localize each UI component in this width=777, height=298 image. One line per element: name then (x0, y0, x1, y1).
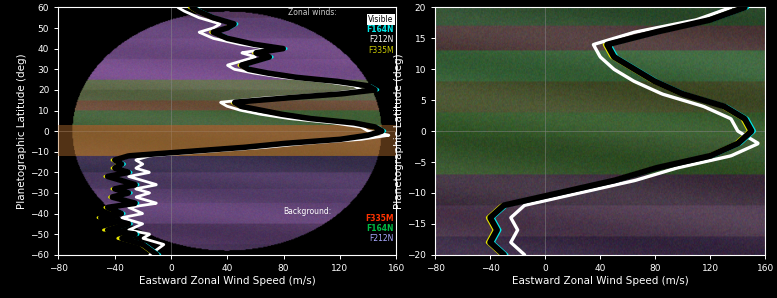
Y-axis label: Planetographic Latitude (deg): Planetographic Latitude (deg) (394, 53, 404, 209)
Text: F164N: F164N (366, 25, 393, 34)
Y-axis label: Planetographic Latitude (deg): Planetographic Latitude (deg) (17, 53, 27, 209)
Text: F212N: F212N (369, 35, 393, 44)
Text: F164N: F164N (366, 224, 393, 233)
Text: F212N: F212N (369, 234, 393, 243)
Text: Zonal winds:: Zonal winds: (287, 8, 336, 18)
Bar (58, 125, 396, 156)
Text: F335M: F335M (365, 214, 393, 223)
Text: Background:: Background: (284, 207, 332, 216)
Text: Visible: Visible (368, 15, 393, 24)
X-axis label: Eastward Zonal Wind Speed (m/s): Eastward Zonal Wind Speed (m/s) (139, 276, 315, 285)
X-axis label: Eastward Zonal Wind Speed (m/s): Eastward Zonal Wind Speed (m/s) (512, 276, 688, 285)
Text: F335M: F335M (368, 46, 393, 55)
